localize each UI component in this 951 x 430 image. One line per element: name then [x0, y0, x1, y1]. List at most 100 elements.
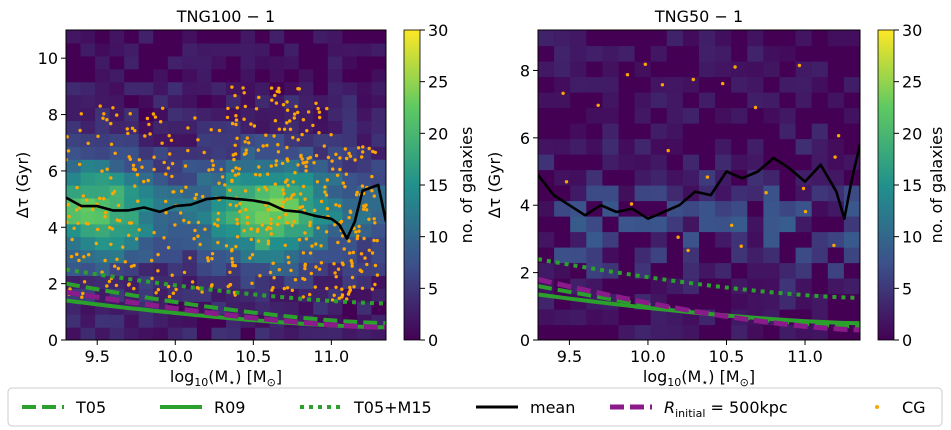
- cg-point: [296, 110, 300, 115]
- panel-tng100: TNG100 − 1 9.5 10.0 10.5 11.0 0 2 4 6 8 10 Δτ (G…: [13, 7, 476, 389]
- heatmap-cell: [843, 278, 860, 295]
- heatmap-cell: [371, 42, 386, 57]
- heatmap-cell: [650, 278, 668, 295]
- cg-point: [193, 228, 197, 233]
- heatmap-cell: [570, 76, 587, 93]
- heatmap-cell: [153, 172, 169, 186]
- heatmap-cell: [298, 327, 314, 340]
- cg-point: [348, 154, 353, 158]
- y-tick-label: 2: [48, 275, 58, 294]
- x-tick-label: 9.5: [557, 347, 582, 366]
- heatmap-cell: [586, 30, 603, 47]
- heatmap-cell: [602, 278, 620, 295]
- heatmap-cell: [196, 55, 213, 70]
- cg-point: [147, 122, 151, 127]
- cg-point: [135, 173, 140, 177]
- heatmap-cell: [342, 236, 358, 251]
- cg-point: [282, 192, 286, 196]
- colorbar-tick-label: 5: [428, 279, 438, 298]
- cg-point: [289, 196, 293, 200]
- cg-point: [301, 276, 305, 281]
- heatmap-cell: [356, 236, 373, 251]
- heatmap-cell: [313, 120, 329, 134]
- heatmap-cell: [586, 123, 603, 140]
- heatmap-cell: [211, 30, 227, 44]
- cg-point: [171, 190, 175, 194]
- heatmap-cell: [240, 249, 256, 264]
- heatmap-cell: [356, 172, 373, 186]
- heatmap-cell: [827, 154, 845, 171]
- heatmap-cell: [138, 42, 154, 57]
- heatmap-cell: [811, 123, 829, 140]
- cg-point: [129, 221, 134, 225]
- cg-point: [285, 100, 289, 104]
- heatmap-cell: [811, 30, 829, 47]
- cg-point: [300, 157, 304, 161]
- heatmap-cell: [371, 275, 386, 289]
- cg-point: [301, 251, 306, 255]
- heatmap-cell: [731, 30, 748, 47]
- cg-point: [109, 142, 114, 146]
- heatmap-cell: [570, 123, 587, 140]
- heatmap-cell: [763, 138, 781, 155]
- heatmap-cell: [602, 45, 620, 62]
- heatmap-cell: [124, 81, 140, 96]
- heatmap-cell: [313, 42, 329, 57]
- cg-point: [285, 178, 289, 182]
- heatmap-cell: [313, 301, 329, 315]
- heatmap-cell: [211, 262, 227, 277]
- heatmap-cell: [715, 216, 732, 233]
- cg-point: [290, 193, 294, 198]
- cg-point: [269, 86, 274, 90]
- cg-point: [340, 295, 344, 299]
- heatmap-cell: [699, 293, 716, 310]
- cg-point: [314, 101, 318, 106]
- heatmap-cell: [342, 81, 358, 96]
- svg-text:Rinitial = 500kpc: Rinitial = 500kpc: [664, 398, 788, 420]
- heatmap-cell: [240, 30, 256, 44]
- heatmap-cell: [715, 278, 732, 295]
- cg-point: [308, 251, 313, 255]
- heatmap-cell: [682, 216, 700, 233]
- cg-point: [323, 185, 327, 189]
- heatmap-cell: [109, 185, 125, 199]
- heatmap-cell: [298, 223, 314, 238]
- panel-title: TNG100 − 1: [176, 7, 275, 26]
- heatmap-cell: [153, 210, 169, 225]
- cg-point: [298, 192, 303, 196]
- heatmap-cell: [843, 262, 860, 279]
- cg-point: [244, 148, 248, 152]
- heatmap-cell: [570, 216, 587, 233]
- cg-point: [264, 133, 268, 137]
- cg-point: [160, 141, 164, 145]
- heatmap-cell: [95, 172, 111, 186]
- heatmap-cell: [95, 185, 111, 199]
- heatmap-cell: [109, 223, 125, 238]
- heatmap-cell: [371, 327, 386, 340]
- cg-point: [216, 211, 221, 215]
- heatmap-cell: [240, 275, 256, 289]
- cg-point: [292, 116, 296, 120]
- cg-point: [249, 122, 253, 126]
- cg-point: [281, 188, 285, 192]
- cg-point: [323, 190, 327, 194]
- heatmap-cell: [327, 210, 343, 225]
- cg-point: [333, 223, 337, 227]
- heatmap-cell: [618, 76, 636, 93]
- heatmap-cell: [731, 61, 748, 78]
- heatmap-cell: [763, 293, 781, 310]
- heatmap-cell: [167, 288, 183, 302]
- cg-point: [183, 164, 188, 168]
- model-lines: [538, 144, 860, 333]
- heatmap-cell: [211, 223, 227, 238]
- heatmap-cell: [827, 92, 845, 109]
- heatmap-cell: [634, 324, 652, 340]
- cg-point: [276, 222, 280, 227]
- heatmap-cell: [371, 159, 386, 173]
- heatmap-cell: [779, 278, 797, 295]
- heatmap-cell: [666, 61, 684, 78]
- heatmap-cell: [554, 123, 571, 140]
- cg-point: [193, 196, 197, 200]
- heatmap-cell: [843, 216, 860, 233]
- cg-point: [348, 209, 352, 213]
